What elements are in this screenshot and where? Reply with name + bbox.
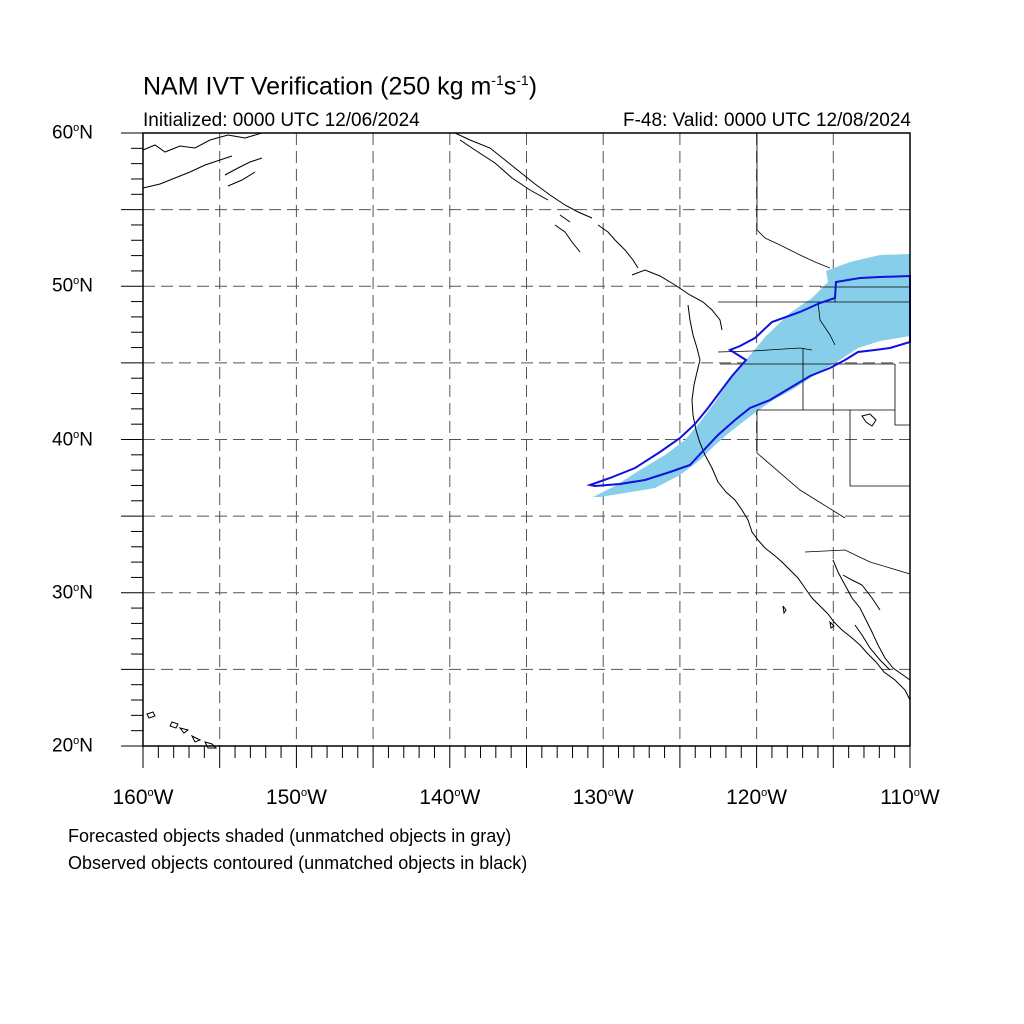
longitude-label: 130oW (572, 786, 634, 809)
latitude-label: 60oN (52, 122, 93, 144)
longitude-label: 120oW (726, 786, 788, 809)
latitude-label: 30oN (52, 581, 93, 604)
coastlines (142, 132, 911, 749)
longitude-label: 140oW (419, 786, 481, 809)
valid-time-label: F-48: Valid: 0000 UTC 12/08/2024 (623, 110, 911, 131)
map-title: NAM IVT Verification (250 kg m-1s-1) (143, 72, 538, 101)
forecast-object-shaded (593, 254, 910, 497)
longitude-label: 110oW (880, 786, 940, 809)
longitude-label: 160oW (112, 786, 174, 809)
axis-ticks (121, 132, 911, 768)
longitude-label: 150oW (265, 786, 327, 809)
latitude-label: 20oN (52, 735, 93, 757)
latitude-label: 50oN (52, 275, 93, 297)
observed-caption: Observed objects contoured (unmatched ob… (68, 853, 528, 873)
init-time-label: Initialized: 0000 UTC 12/06/2024 (143, 110, 420, 131)
latitude-label: 40oN (52, 428, 93, 450)
observed-object-contour (586, 274, 911, 488)
forecast-caption: Forecasted objects shaded (unmatched obj… (68, 826, 512, 846)
graticule-grid (143, 133, 910, 746)
